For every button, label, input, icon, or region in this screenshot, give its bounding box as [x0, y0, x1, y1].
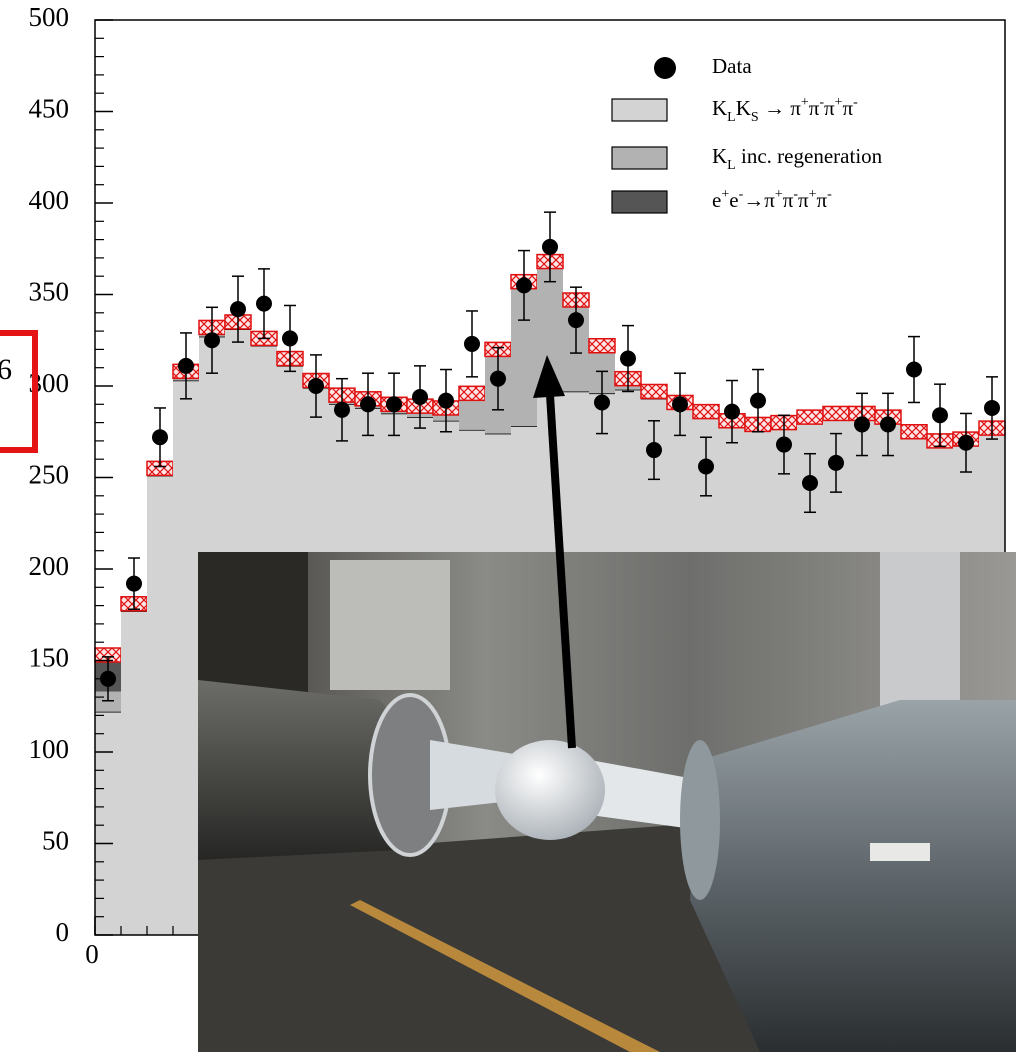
y-tick-label: 350 [29, 277, 70, 307]
histogram-bar [121, 611, 147, 935]
data-point [802, 474, 818, 491]
data-point [360, 396, 376, 413]
data-point [542, 238, 558, 255]
data-point [490, 370, 506, 387]
data-point [672, 396, 688, 413]
error-band [900, 424, 928, 440]
arrow [533, 355, 576, 749]
legend-label: KL inc. regeneration [712, 144, 883, 173]
data-point [698, 458, 714, 475]
y-tick-label: 500 [29, 2, 70, 32]
data-point [412, 388, 428, 405]
data-point [126, 575, 142, 592]
y-tick-label: 400 [29, 185, 70, 215]
y-tick-label: 200 [29, 551, 70, 581]
data-point [828, 454, 844, 471]
legend-swatch [611, 98, 668, 122]
data-point [620, 350, 636, 367]
error-band [588, 337, 616, 354]
annotation-bracket: 6 [0, 330, 38, 453]
error-band [796, 409, 824, 425]
data-point [386, 396, 402, 413]
legend-marker [654, 57, 676, 79]
legend-swatch [611, 190, 668, 214]
data-point [100, 670, 116, 687]
y-tick-label: 450 [29, 94, 70, 124]
data-point [594, 394, 610, 411]
y-tick-label: 150 [29, 643, 70, 673]
histogram-bar [95, 711, 121, 935]
data-point [958, 434, 974, 451]
data-point [880, 416, 896, 433]
legend-swatch [611, 146, 668, 170]
data-point [464, 335, 480, 352]
error-band [640, 383, 668, 400]
histogram-bar [147, 475, 173, 935]
legend: Data KLKS → π+π-π+π- KL inc. regeneration e… [611, 54, 883, 214]
x-tick-label: 0 [85, 939, 99, 969]
error-band [692, 403, 720, 420]
data-point [256, 295, 272, 312]
error-band [822, 405, 850, 422]
data-point [724, 403, 740, 420]
data-point [932, 407, 948, 424]
legend-label: e+e-→π+π-π+π- [712, 187, 832, 212]
annotation: 6 [0, 353, 12, 386]
data-point [646, 442, 662, 459]
legend-label: KLKS → π+π-π+π- [712, 95, 858, 125]
data-point [178, 357, 194, 374]
data-point [152, 429, 168, 446]
photo [198, 552, 1016, 1052]
histogram-bar [459, 396, 485, 430]
data-point [230, 301, 246, 318]
data-point [984, 399, 1000, 416]
y-tick-label: 250 [29, 460, 70, 490]
error-band [458, 385, 486, 402]
data-point [204, 332, 220, 349]
y-tick-label: 50 [42, 826, 69, 856]
data-point [308, 378, 324, 394]
histogram-bar [173, 380, 199, 935]
data-point [568, 312, 584, 329]
data-point [438, 392, 454, 409]
data-point [906, 361, 922, 378]
data-point [334, 401, 350, 418]
legend-label: Data [712, 54, 752, 78]
data-point [750, 392, 766, 409]
data-point [776, 436, 792, 453]
data-point [516, 277, 532, 294]
data-point [282, 330, 298, 347]
y-tick-label: 0 [56, 917, 70, 947]
y-tick-label: 100 [29, 734, 70, 764]
data-point [854, 416, 870, 433]
